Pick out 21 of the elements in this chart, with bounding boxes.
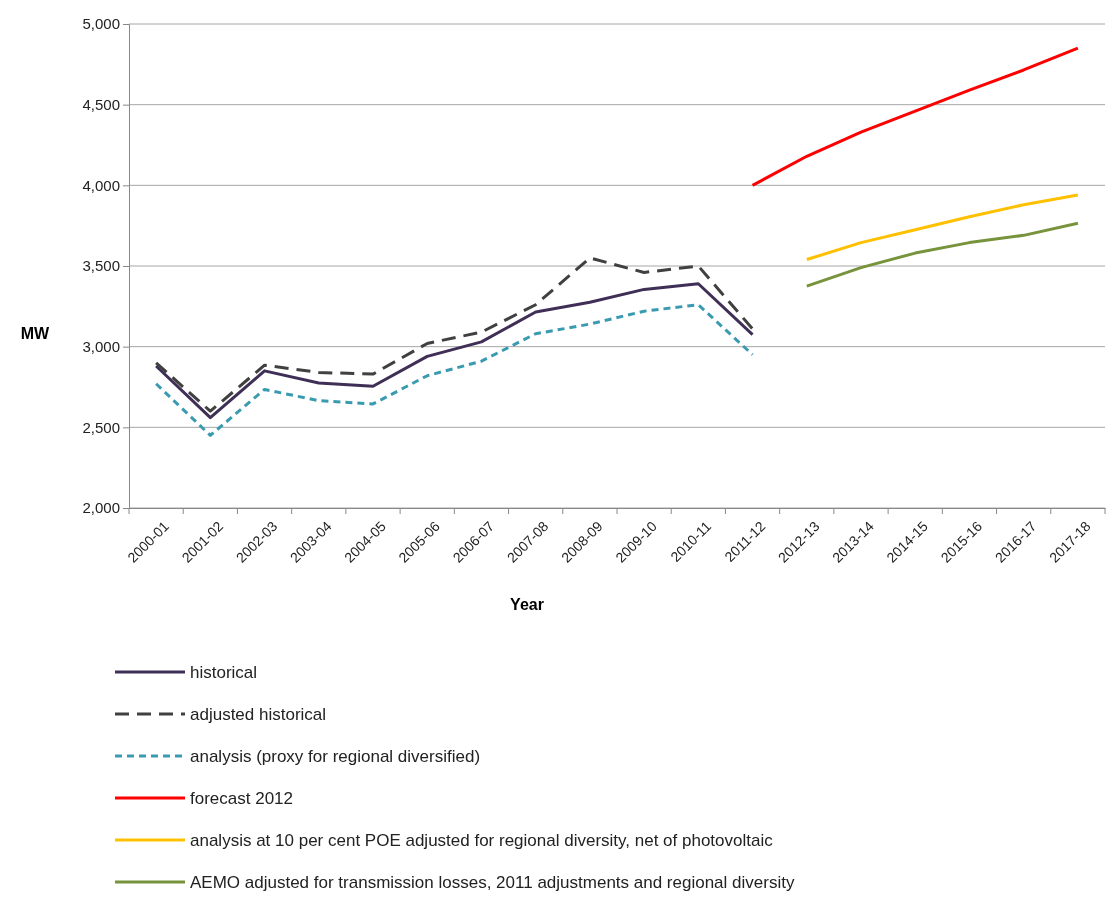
y-tick-label: 2,500: [82, 418, 120, 436]
y-axis-title: MW: [20, 324, 51, 342]
y-tick-label: 3,500: [82, 257, 120, 275]
line-series: [805, 221, 1080, 288]
line-series: [154, 282, 755, 420]
y-tick-label: 2,000: [82, 499, 120, 517]
line-series: [154, 303, 755, 437]
y-tick-label: 5,000: [82, 15, 120, 33]
y-tick-label: 4,500: [82, 95, 120, 113]
y-tick-label: 3,000: [82, 337, 120, 355]
x-axis-title: Year: [510, 596, 544, 613]
legend-label: historical: [190, 663, 258, 682]
line-series: [154, 256, 755, 413]
legend-label: adjusted historical: [190, 705, 327, 724]
legend-label: AEMO adjusted for transmission losses, 2011 adjustments and regional diversity: [190, 873, 795, 892]
y-tick-label: 4,000: [82, 176, 120, 194]
legend-label: forecast 2012: [190, 789, 294, 808]
line-series: [805, 193, 1080, 262]
legend-label: analysis (proxy for regional diversified): [190, 747, 481, 766]
line-series: [751, 46, 1080, 187]
legend-label: analysis at 10 per cent POE adjusted for regional diversity, net of photovoltaic: [190, 831, 774, 850]
